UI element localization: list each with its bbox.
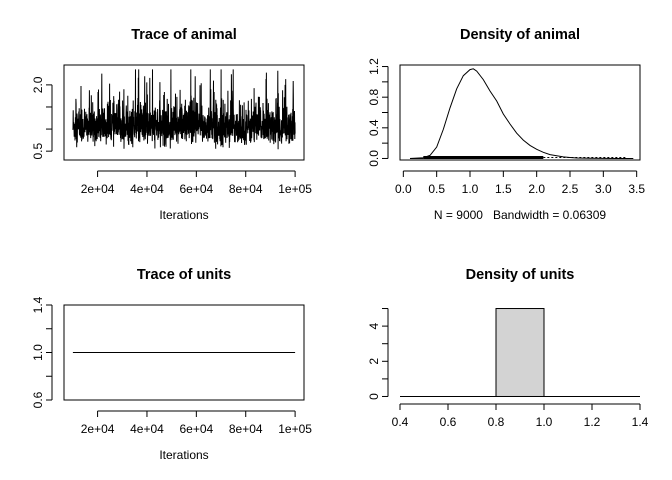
density-curve — [409, 68, 634, 159]
x-axis: 0.4 0.6 0.8 1.0 1.2 1.4 — [392, 403, 649, 429]
y-tick-label: 2.0 — [31, 76, 45, 93]
x-tick-label: 1e+05 — [278, 182, 312, 196]
density-series-line — [409, 68, 634, 159]
y-tick-label: 0.0 — [367, 150, 381, 167]
x-axis-label: Iterations — [159, 448, 208, 462]
x-tick-label: 2e+04 — [81, 182, 115, 196]
y-tick-label: 0 — [367, 393, 381, 400]
panel-density-units: Density of units 0.4 0.6 0.8 1.0 1.2 1.4 0 2 4 — [367, 267, 649, 429]
x-tick-label: 0.0 — [395, 182, 412, 196]
y-tick-label: 0.8 — [367, 89, 381, 106]
x-tick-label: 6e+04 — [179, 182, 213, 196]
x-tick-label: 2e+04 — [81, 422, 115, 436]
y-tick-label: 2 — [367, 358, 381, 365]
y-axis: 0.5 2.0 — [31, 76, 53, 160]
x-tick-label: 0.8 — [488, 415, 505, 429]
trace-series-line — [72, 69, 296, 150]
x-axis: 2e+04 4e+04 6e+04 8e+04 1e+05 — [81, 410, 312, 436]
panel-trace-units: Trace of units 2e+04 4e+04 6e+04 8e+04 1e+05… — [31, 267, 312, 462]
x-tick-label: 1.2 — [584, 415, 601, 429]
panel-title: Density of animal — [460, 27, 580, 43]
x-tick-label: 1.0 — [536, 415, 553, 429]
x-tick-label: 2.5 — [562, 182, 579, 196]
plot-frame — [63, 64, 305, 161]
x-tick-label: 0.4 — [392, 415, 409, 429]
x-tick-label: 4e+04 — [130, 422, 164, 436]
histogram — [400, 308, 640, 397]
x-tick-label: 0.6 — [440, 415, 457, 429]
x-axis: 2e+04 4e+04 6e+04 8e+04 1e+05 — [81, 170, 312, 196]
x-tick-label: 8e+04 — [229, 422, 263, 436]
x-tick-label: 4e+04 — [130, 182, 164, 196]
histogram-bar — [495, 308, 545, 397]
y-axis: 0.6 1.0 1.4 — [31, 296, 53, 408]
panel-title: Density of units — [466, 267, 575, 283]
trace-line — [72, 69, 296, 150]
y-tick-label: 0.4 — [367, 119, 381, 136]
x-tick-label: 1.4 — [632, 415, 649, 429]
x-tick-label: 0.5 — [428, 182, 445, 196]
y-tick-label: 0.6 — [31, 391, 45, 408]
x-tick-label: 8e+04 — [229, 182, 263, 196]
x-axis-label: N = 9000 Bandwidth = 0.06309 — [434, 208, 606, 222]
y-tick-label: 0.5 — [31, 142, 45, 159]
plot-frame — [63, 304, 305, 401]
panel-density-animal: Density of animal 0.0 0.5 1.0 1.5 2.0 2.5 3.0 3… — [367, 27, 645, 222]
y-axis: 0.0 0.4 0.8 1.2 — [367, 58, 389, 167]
y-tick-label: 1.0 — [31, 344, 45, 361]
x-tick-label: 2.0 — [528, 182, 545, 196]
x-tick-label: 1e+05 — [278, 422, 312, 436]
plot-frame — [399, 64, 641, 161]
y-tick-label: 1.4 — [31, 296, 45, 313]
panel-title: Trace of animal — [131, 27, 237, 43]
panel-trace-animal: Trace of animal 2e+04 4e+04 6e+04 8e+04 1e+0… — [31, 27, 312, 222]
x-axis-label: Iterations — [159, 208, 208, 222]
y-tick-label: 1.2 — [367, 58, 381, 75]
panel-title: Trace of units — [137, 267, 231, 283]
x-tick-label: 3.5 — [628, 182, 645, 196]
y-axis: 0 2 4 — [367, 308, 389, 400]
x-tick-label: 3.0 — [595, 182, 612, 196]
x-tick-label: 1.5 — [495, 182, 512, 196]
x-axis: 0.0 0.5 1.0 1.5 2.0 2.5 3.0 3.5 — [395, 170, 645, 196]
y-tick-label: 4 — [367, 322, 381, 329]
x-tick-label: 1.0 — [462, 182, 479, 196]
x-tick-label: 6e+04 — [179, 422, 213, 436]
